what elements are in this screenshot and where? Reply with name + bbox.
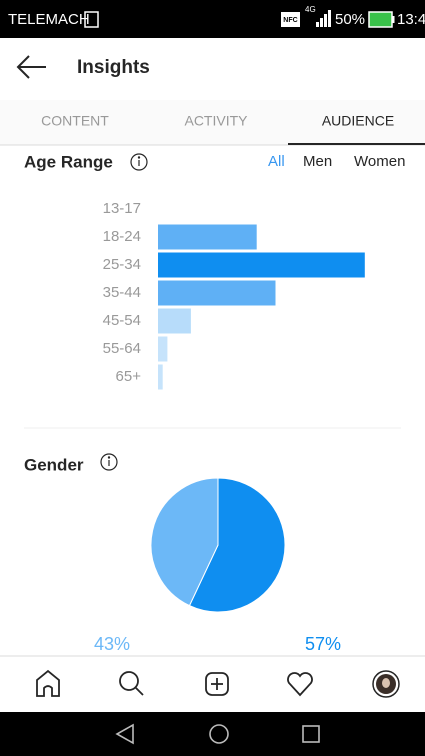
info-icon[interactable] xyxy=(131,154,147,170)
carrier: TELEMACH xyxy=(8,11,90,28)
value-label: 43% xyxy=(94,634,130,654)
y-tick-label: 18-24 xyxy=(103,228,141,245)
tab-underline xyxy=(288,143,425,145)
bar xyxy=(158,309,191,334)
tab-active[interactable]: AUDIENCE xyxy=(322,113,394,129)
info-icon[interactable] xyxy=(101,454,117,470)
y-tick-label: 55-64 xyxy=(103,340,141,357)
y-tick-label: 25-34 xyxy=(103,256,141,273)
filter[interactable]: Women xyxy=(354,153,405,170)
filter-active[interactable]: All xyxy=(268,153,285,170)
screen: TELEMACH NFC 4G 50% 13:47 Insights CONTE… xyxy=(0,0,425,756)
back-button[interactable] xyxy=(18,56,46,78)
clock: 13:47 xyxy=(397,11,425,28)
section-title: Age Range xyxy=(24,152,113,171)
battery-percent: 50% xyxy=(335,11,365,28)
nfc-label: NFC xyxy=(283,17,297,24)
y-tick-label: 13-17 xyxy=(103,200,141,217)
battery-tip xyxy=(392,16,395,23)
y-tick-label: 65+ xyxy=(116,368,142,385)
gender-pie-chart: 43% 57% xyxy=(94,478,341,654)
system-nav xyxy=(0,712,425,756)
page: TELEMACH NFC 4G 50% 13:47 Insights CONTE… xyxy=(0,0,425,756)
bar xyxy=(158,253,365,278)
value-label: 57% xyxy=(305,634,341,654)
tab[interactable]: ACTIVITY xyxy=(184,113,248,129)
section-title: Gender xyxy=(24,455,84,474)
y-tick-label: 35-44 xyxy=(103,284,141,301)
tab[interactable]: CONTENT xyxy=(41,113,109,129)
bar xyxy=(158,337,167,362)
filter[interactable]: Men xyxy=(303,153,332,170)
network-label: 4G xyxy=(305,5,316,14)
bar xyxy=(158,225,257,250)
header-title: Insights xyxy=(77,57,150,78)
battery-icon xyxy=(369,12,392,27)
bar xyxy=(158,365,163,390)
profile-icon[interactable] xyxy=(373,671,399,697)
bar xyxy=(158,281,276,306)
y-tick-label: 45-54 xyxy=(103,312,141,329)
age-bar-chart: 13-17 18-24 25-34 35-44 45-54 55-64 65+ xyxy=(103,200,365,390)
